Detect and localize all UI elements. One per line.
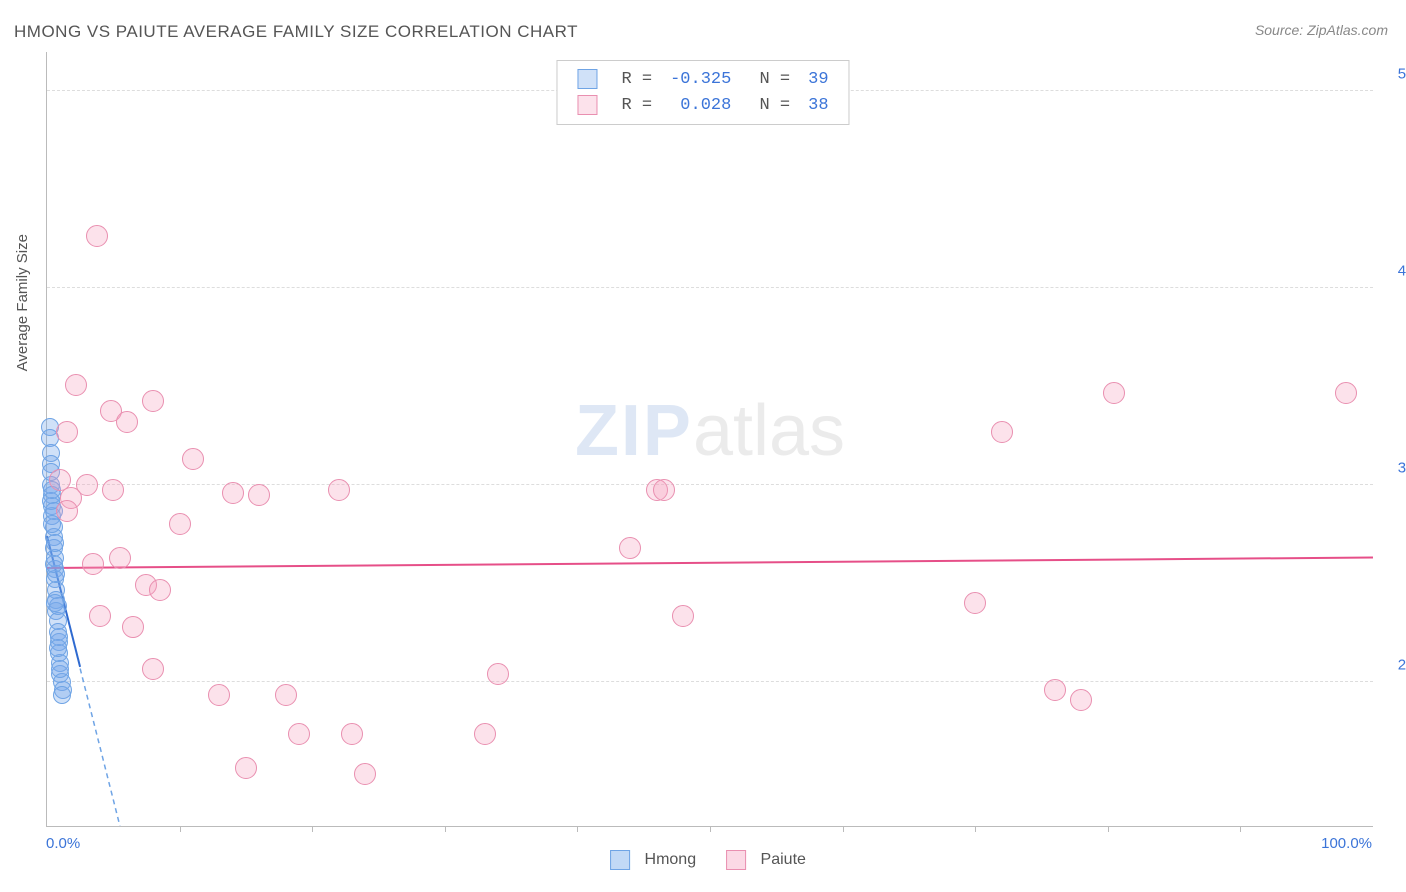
- x-tick: [1240, 826, 1241, 832]
- data-point: [653, 479, 675, 501]
- x-axis-min-label: 0.0%: [46, 835, 80, 852]
- data-point: [248, 484, 270, 506]
- data-point: [89, 605, 111, 627]
- x-tick: [1108, 826, 1109, 832]
- data-point: [56, 500, 78, 522]
- gridline: [47, 484, 1373, 485]
- data-point: [46, 594, 64, 612]
- x-tick: [577, 826, 578, 832]
- data-point: [109, 547, 131, 569]
- legend-item: Paiute: [716, 851, 806, 868]
- data-point: [672, 605, 694, 627]
- data-point: [49, 639, 67, 657]
- data-point: [46, 534, 64, 552]
- data-point: [56, 421, 78, 443]
- data-point: [619, 537, 641, 559]
- x-tick: [180, 826, 181, 832]
- data-point: [235, 757, 257, 779]
- data-point: [208, 684, 230, 706]
- gridline: [47, 287, 1373, 288]
- data-point: [149, 579, 171, 601]
- y-tick-label: 5.00: [1398, 66, 1406, 83]
- data-point: [1335, 382, 1357, 404]
- watermark: ZIPatlas: [575, 390, 845, 472]
- data-point: [275, 684, 297, 706]
- data-point: [122, 616, 144, 638]
- data-point: [991, 421, 1013, 443]
- data-point: [82, 553, 104, 575]
- data-point: [288, 723, 310, 745]
- data-point: [86, 225, 108, 247]
- x-tick: [312, 826, 313, 832]
- data-point: [1044, 679, 1066, 701]
- data-point: [487, 663, 509, 685]
- legend-item: Hmong: [600, 851, 696, 868]
- data-point: [341, 723, 363, 745]
- data-point: [474, 723, 496, 745]
- series-legend: Hmong Paiute: [590, 850, 816, 870]
- trend-line: [47, 556, 1373, 568]
- data-point: [354, 763, 376, 785]
- legend-row: R =0.028 N =38: [569, 93, 836, 117]
- data-point: [102, 479, 124, 501]
- dashed-extension-layer: [47, 52, 1373, 826]
- y-tick-label: 3.50: [1398, 459, 1406, 476]
- x-tick: [975, 826, 976, 832]
- x-axis-max-label: 100.0%: [1321, 835, 1372, 852]
- chart-source: Source: ZipAtlas.com: [1255, 22, 1388, 38]
- data-point: [222, 482, 244, 504]
- data-point: [328, 479, 350, 501]
- x-tick: [843, 826, 844, 832]
- data-point: [1070, 689, 1092, 711]
- gridline: [47, 681, 1373, 682]
- data-point: [169, 513, 191, 535]
- y-tick-label: 4.25: [1398, 263, 1406, 280]
- legend-row: R =-0.325 N =39: [569, 67, 836, 91]
- data-point: [116, 411, 138, 433]
- x-tick: [445, 826, 446, 832]
- data-point: [45, 555, 63, 573]
- y-axis-title: Average Family Size: [14, 234, 31, 371]
- y-tick-label: 2.75: [1398, 656, 1406, 673]
- data-point: [142, 390, 164, 412]
- correlation-legend: R =-0.325 N =39R =0.028 N =38: [556, 60, 849, 125]
- data-point: [142, 658, 164, 680]
- data-point: [182, 448, 204, 470]
- data-point: [65, 374, 87, 396]
- data-point: [1103, 382, 1125, 404]
- plot-area: ZIPatlas 2.753.504.255.00: [46, 52, 1373, 827]
- x-tick: [710, 826, 711, 832]
- data-point: [53, 686, 71, 704]
- data-point: [964, 592, 986, 614]
- chart-title: HMONG VS PAIUTE AVERAGE FAMILY SIZE CORR…: [14, 22, 578, 42]
- data-point: [51, 660, 69, 678]
